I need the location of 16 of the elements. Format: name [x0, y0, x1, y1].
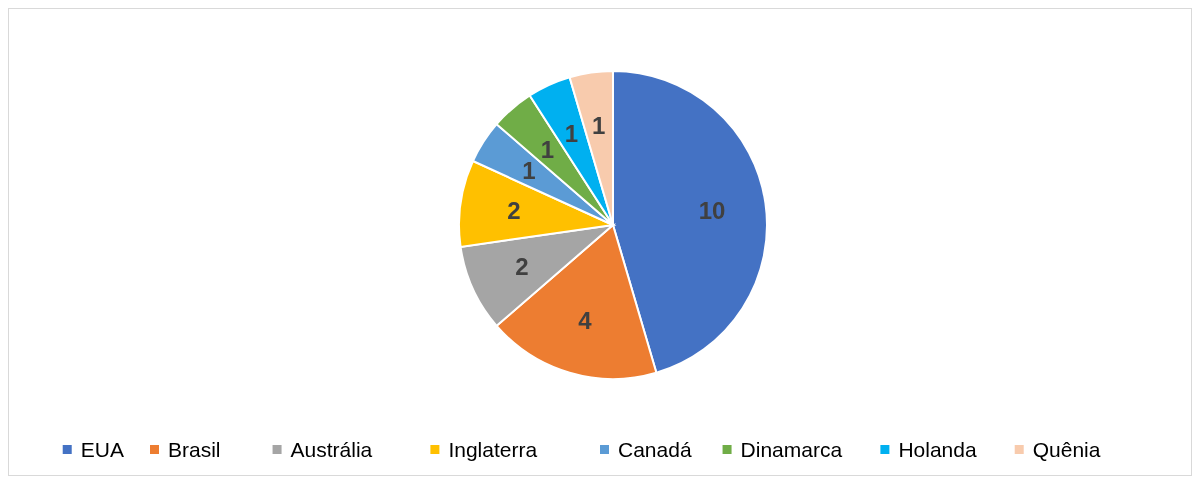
data-label: 1 [564, 120, 579, 148]
data-label: 1 [540, 135, 555, 163]
legend-label: Holanda [898, 438, 977, 462]
legend-label: Canadá [618, 438, 692, 462]
legend-label: Dinamarca [740, 438, 843, 462]
data-label: 1 [522, 157, 536, 185]
data-label: 4 [578, 307, 593, 335]
legend-label: EUA [80, 438, 124, 462]
data-label: 1 [592, 112, 606, 140]
data-label: 10 [698, 197, 726, 225]
legend-label: Inglaterra [448, 438, 538, 462]
legend-label: Austrália [290, 438, 373, 462]
legend-label: Brasil [168, 438, 221, 462]
data-label: 2 [515, 252, 529, 280]
data-label: 2 [507, 197, 521, 225]
legend-label: Quênia [1032, 438, 1101, 462]
